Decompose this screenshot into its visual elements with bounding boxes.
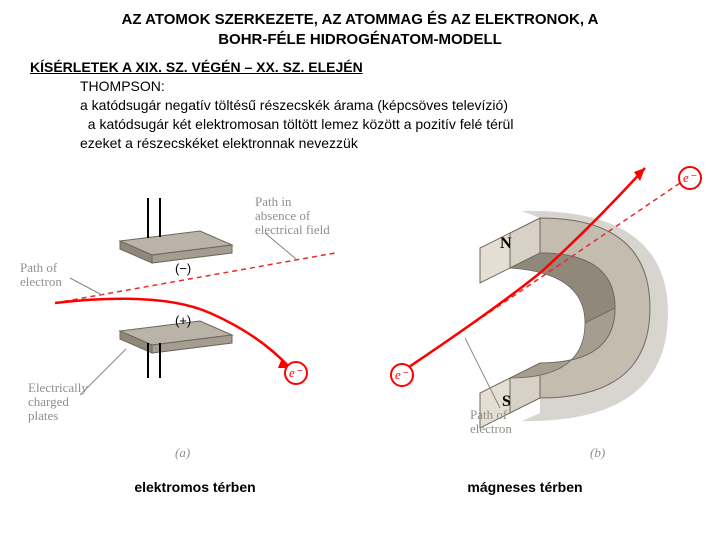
label-charged-plates: Electrically charged plates	[28, 381, 88, 424]
figures-area: Path of electron Path in absence of elec…	[0, 163, 720, 473]
label-e-b-bottom: e⁻	[395, 367, 408, 383]
path-no-field	[55, 253, 335, 303]
body-l1: THOMPSON:	[80, 77, 690, 96]
label-n: N	[500, 235, 512, 253]
section-subtitle: KÍSÉRLETEK A XIX. SZ. VÉGÉN – XX. SZ. EL…	[0, 49, 720, 75]
label-e-a: e⁻	[289, 365, 302, 381]
caption-left: elektromos térben	[60, 479, 330, 495]
body-text: THOMPSON: a katódsugár negatív töltésű r…	[0, 75, 720, 153]
figure-b	[391, 167, 701, 428]
caption-row: elektromos térben mágneses térben	[0, 479, 720, 495]
bottom-plate	[120, 321, 232, 378]
label-path-electron-a: Path of electron	[20, 261, 62, 290]
body-l3: a katódsugár két elektromosan töltött le…	[80, 115, 690, 134]
figures-svg	[0, 163, 720, 473]
label-minus: (−)	[175, 261, 191, 276]
label-no-field: Path in absence of electrical field	[255, 195, 330, 238]
caption-right: mágneses térben	[390, 479, 660, 495]
page-title: AZ ATOMOK SZERKEZETE, AZ ATOMMAG ÉS AZ E…	[0, 0, 720, 49]
caption-b: (b)	[590, 445, 605, 461]
title-line1: AZ ATOMOK SZERKEZETE, AZ ATOMMAG ÉS AZ E…	[122, 11, 599, 28]
body-l2: a katódsugár negatív töltésű részecskék …	[80, 96, 690, 115]
top-plate	[120, 198, 232, 263]
label-path-electron-b: Path of electron	[470, 408, 512, 437]
body-l4: ezeket a részecskéket elektronnak nevezz…	[80, 134, 690, 153]
title-line2: BOHR-FÉLE HIDROGÉNATOM-MODELL	[218, 31, 502, 48]
label-plus: (+)	[175, 313, 191, 328]
label-e-b-top: e⁻	[683, 170, 696, 186]
caption-a: (a)	[175, 445, 190, 461]
